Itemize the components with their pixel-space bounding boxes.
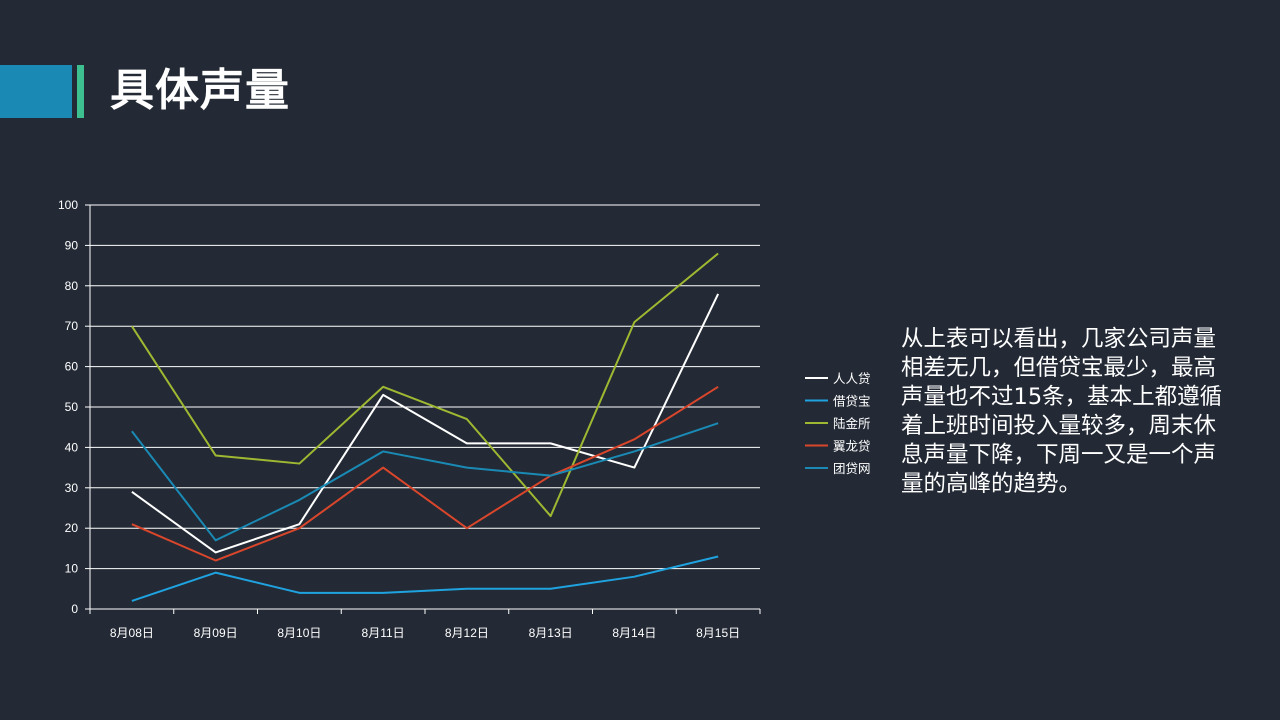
x-tick-label: 8月10日 xyxy=(277,626,321,640)
series-line-2 xyxy=(131,555,719,602)
description-text: 从上表可以看出，几家公司声量相差无几，但借贷宝最少，最高声量也不过15条，基本上… xyxy=(901,326,1223,497)
page-title: 具体声量 xyxy=(110,65,290,116)
series-line-1 xyxy=(131,293,720,554)
y-tick-label: 90 xyxy=(65,238,79,252)
series-line-5 xyxy=(131,422,719,542)
x-tick-label: 8月12日 xyxy=(445,626,489,640)
header-accent-bar xyxy=(77,65,84,118)
x-tick-label: 8月15日 xyxy=(696,626,740,640)
y-tick-label: 30 xyxy=(65,481,79,495)
legend-label: 陆金所 xyxy=(833,416,871,431)
legend-label: 借贷宝 xyxy=(833,395,871,409)
series-line-4 xyxy=(131,385,719,562)
y-tick-label: 60 xyxy=(65,360,79,374)
y-tick-label: 0 xyxy=(71,602,78,616)
y-tick-label: 50 xyxy=(65,400,79,414)
x-tick-label: 8月09日 xyxy=(194,626,238,640)
legend-label: 团贷网 xyxy=(833,462,871,476)
legend-label: 翼龙贷 xyxy=(833,440,871,454)
y-tick-label: 10 xyxy=(65,562,79,576)
series-line-3 xyxy=(131,252,719,518)
x-tick-label: 8月11日 xyxy=(362,626,405,640)
header-accent-block xyxy=(0,65,72,118)
y-tick-label: 100 xyxy=(58,198,78,212)
x-tick-label: 8月13日 xyxy=(529,626,573,640)
y-tick-label: 40 xyxy=(65,440,79,454)
y-tick-label: 20 xyxy=(65,521,79,535)
y-tick-label: 70 xyxy=(65,319,79,333)
x-tick-label: 8月08日 xyxy=(110,626,154,640)
x-tick-label: 8月14日 xyxy=(612,626,656,640)
y-tick-label: 80 xyxy=(65,279,79,293)
legend-label: 人人贷 xyxy=(833,372,871,386)
